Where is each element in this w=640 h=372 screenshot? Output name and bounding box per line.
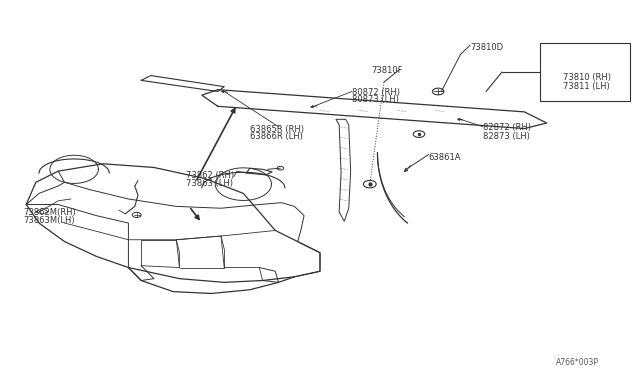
Text: A766*003P: A766*003P bbox=[556, 358, 599, 367]
FancyBboxPatch shape bbox=[540, 43, 630, 101]
Text: 82873 (LH): 82873 (LH) bbox=[483, 132, 530, 141]
Text: 73810F: 73810F bbox=[371, 65, 403, 74]
Text: 73863M(LH): 73863M(LH) bbox=[23, 216, 75, 225]
Text: 63861A: 63861A bbox=[429, 153, 461, 162]
Text: 73862 (RH): 73862 (RH) bbox=[186, 171, 234, 180]
Text: 63865R (RH): 63865R (RH) bbox=[250, 125, 304, 134]
Text: 73862M(RH): 73862M(RH) bbox=[23, 208, 76, 217]
Text: 73810 (RH): 73810 (RH) bbox=[563, 73, 611, 82]
Text: 82872 (RH): 82872 (RH) bbox=[483, 123, 531, 132]
Text: 73810D: 73810D bbox=[470, 43, 503, 52]
Text: 73811 (LH): 73811 (LH) bbox=[563, 82, 609, 91]
Text: 80873 (LH): 80873 (LH) bbox=[352, 95, 399, 104]
Text: 73863 (LH): 73863 (LH) bbox=[186, 179, 233, 187]
Text: 63866R (LH): 63866R (LH) bbox=[250, 132, 303, 141]
Text: 80872 (RH): 80872 (RH) bbox=[352, 88, 400, 97]
